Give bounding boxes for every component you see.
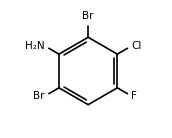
Text: Br: Br [82, 11, 94, 21]
Text: Br: Br [33, 91, 45, 101]
Text: F: F [131, 91, 137, 101]
Text: H₂N: H₂N [25, 41, 45, 51]
Text: Cl: Cl [131, 41, 142, 51]
